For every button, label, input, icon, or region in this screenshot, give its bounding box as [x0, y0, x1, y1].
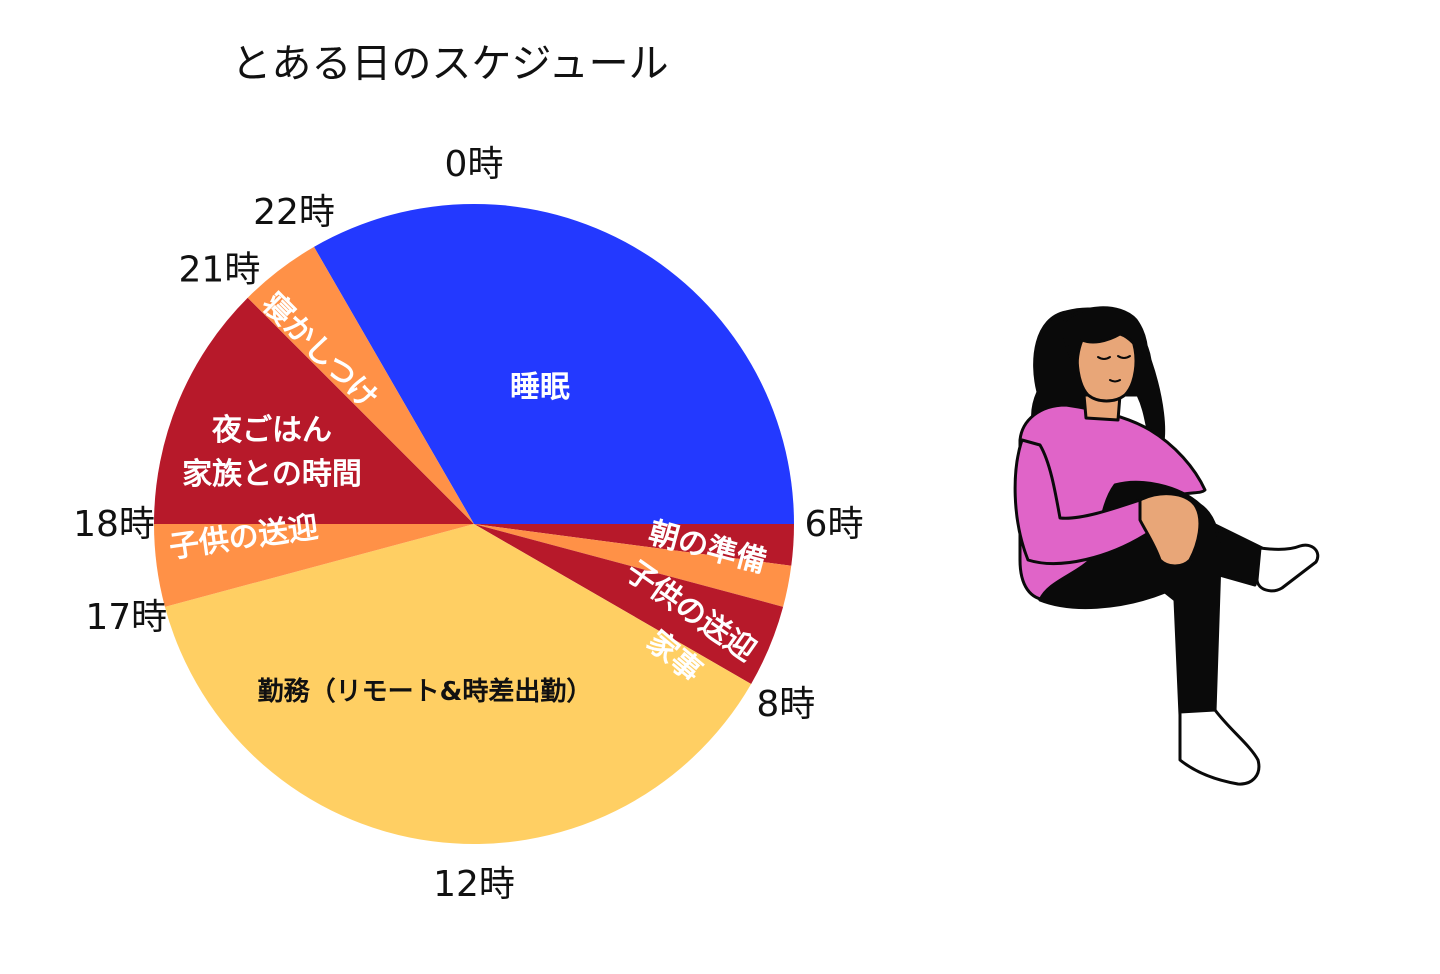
- pie-slice: [154, 297, 474, 524]
- hour-label: 22時: [253, 192, 335, 233]
- slice-label: 夜ごはん家族との時間: [182, 413, 362, 492]
- hour-label: 6時: [805, 504, 864, 545]
- pie-slice: [474, 524, 784, 684]
- front-shoe: [1178, 708, 1261, 786]
- hour-label: 0時: [445, 144, 504, 185]
- hour-labels: 0時 6時 8時 12時 17時 18時 21時 22時: [73, 144, 863, 905]
- hair-front: [1062, 306, 1149, 374]
- hour-label: 17時: [85, 597, 167, 638]
- pie-slice: [247, 246, 474, 524]
- pie-slice: [474, 524, 794, 566]
- hour-label: 18時: [73, 504, 155, 545]
- pie-slice: [474, 524, 792, 607]
- pie-slice: [164, 524, 752, 845]
- pie-slice: [154, 524, 474, 607]
- hour-label: 12時: [433, 864, 515, 905]
- slice-label: 睡眠: [510, 370, 570, 405]
- sitting-woman-illustration: [1013, 306, 1320, 786]
- closed-eyes: [1097, 355, 1131, 360]
- slice-label: 勤務（リモート&時差出勤）: [258, 676, 593, 707]
- chart-title: とある日のスケジュール: [231, 41, 668, 87]
- hour-label: 21時: [179, 249, 261, 290]
- back-shoe: [1255, 543, 1320, 593]
- pie-slice: [314, 204, 794, 525]
- hour-label: 8時: [756, 684, 815, 725]
- hand: [1138, 492, 1202, 568]
- pie-chart: 睡眠朝の準備子供の送迎家事勤務（リモート&時差出勤）子供の送迎夜ごはん家族との時…: [154, 204, 794, 845]
- mouth: [1109, 379, 1121, 383]
